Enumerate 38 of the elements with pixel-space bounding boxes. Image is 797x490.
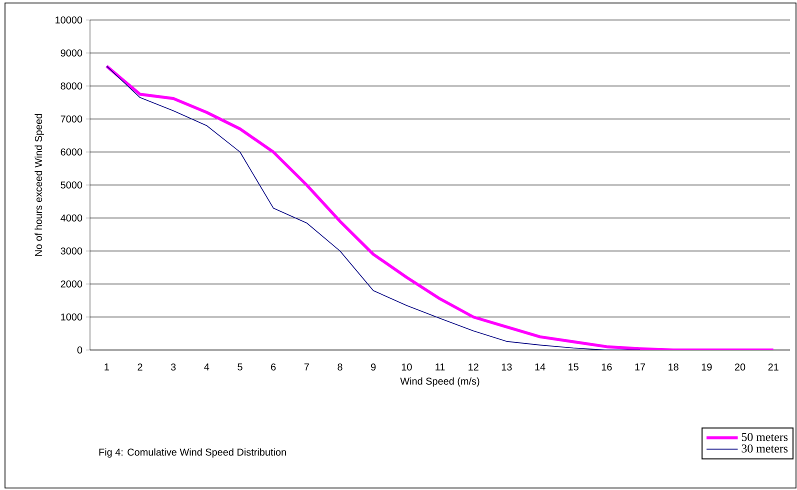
x-tick-label: 12 bbox=[468, 363, 478, 370]
x-tick-label: 17 bbox=[635, 363, 646, 370]
y-axis-title: No of hours exceed Wind Speed bbox=[34, 114, 44, 256]
x-tick-label: 9 bbox=[371, 363, 376, 371]
line-series bbox=[106, 66, 640, 350]
y-tick-label: 0 bbox=[77, 346, 82, 354]
x-tick-label: 8 bbox=[338, 363, 342, 371]
x-tick-label: 10 bbox=[402, 363, 412, 371]
x-tick-label: 7 bbox=[304, 363, 309, 370]
y-tick-label: 6000 bbox=[60, 148, 82, 156]
caption: Fig 4: Comulative Wind Speed Distribution bbox=[99, 448, 286, 458]
y-tick-label: 10000 bbox=[56, 16, 82, 24]
x-tick-label: 15 bbox=[568, 363, 578, 370]
x-tick-label: 13 bbox=[502, 363, 512, 371]
y-tick-label: 7000 bbox=[60, 115, 82, 123]
x-tick-label: 19 bbox=[702, 363, 712, 371]
y-tick-label: 8000 bbox=[60, 82, 82, 90]
x-tick-label: 18 bbox=[668, 363, 678, 371]
x-axis-title: Wind Speed (m/s) bbox=[400, 377, 480, 387]
y-tick-label: 1000 bbox=[61, 313, 82, 321]
x-tick-label: 3 bbox=[170, 363, 176, 371]
legend-label: 30 meters bbox=[742, 444, 788, 453]
x-tick-label: 4 bbox=[204, 363, 210, 370]
y-tick-label: 5000 bbox=[60, 181, 82, 189]
x-tick-label: 21 bbox=[768, 363, 778, 370]
x-tick-label: 6 bbox=[271, 363, 276, 371]
x-tick-label: 16 bbox=[602, 363, 612, 371]
legend-label: 50 meters bbox=[742, 433, 788, 442]
y-tick-label: 3000 bbox=[60, 247, 82, 255]
y-tick-label: 9000 bbox=[60, 49, 82, 57]
y-tick-label: 4000 bbox=[60, 214, 82, 222]
x-tick-label: 20 bbox=[734, 363, 746, 371]
x-tick-label: 1 bbox=[104, 363, 109, 370]
x-tick-label: 14 bbox=[535, 363, 546, 370]
x-tick-label: 5 bbox=[238, 363, 242, 370]
x-tick-label: 2 bbox=[138, 363, 142, 370]
x-tick-label: 11 bbox=[436, 363, 445, 370]
y-tick-label: 2000 bbox=[60, 280, 82, 288]
